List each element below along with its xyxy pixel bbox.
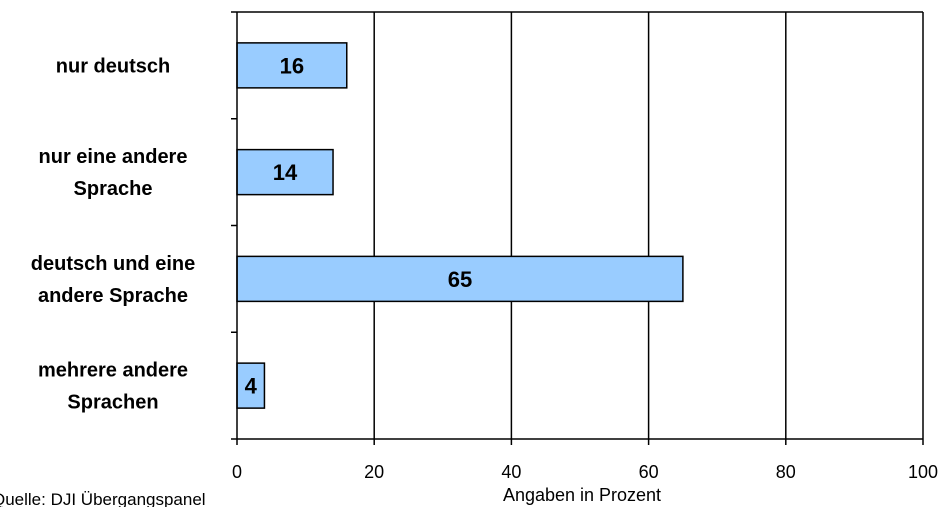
category-label-3: mehrere andere Sprachen bbox=[38, 360, 188, 414]
bars bbox=[236, 42, 684, 409]
grid-lines bbox=[237, 11, 924, 439]
category-label-line: deutsch und eine bbox=[31, 253, 195, 275]
category-label-line: Sprachen bbox=[67, 392, 158, 414]
bar-0 bbox=[236, 42, 348, 89]
bar-value-label-1: 14 bbox=[273, 160, 298, 185]
x-axis-title: Angaben in Prozent bbox=[503, 485, 661, 505]
category-label-line: nur eine andere bbox=[39, 146, 188, 168]
category-label-2: deutsch und eine andere Sprache bbox=[31, 253, 195, 307]
x-tick-label-0: 0 bbox=[232, 462, 242, 482]
category-label-line: mehrere andere bbox=[38, 360, 188, 382]
x-tick-label-100: 100 bbox=[908, 462, 938, 482]
category-label-1: nur eine andere Sprache bbox=[39, 146, 188, 200]
category-label-line: nur deutsch bbox=[56, 55, 170, 77]
x-tick-label-80: 80 bbox=[776, 462, 796, 482]
x-tick-label-20: 20 bbox=[364, 462, 384, 482]
bar-value-label-2: 65 bbox=[448, 267, 472, 292]
labels: 0 20 40 60 80 100 16 nur deutsch 14 nur eine ande… bbox=[31, 53, 938, 482]
x-tick-label-40: 40 bbox=[501, 462, 521, 482]
category-label-0: nur deutsch bbox=[56, 55, 170, 77]
category-label-line: andere Sprache bbox=[38, 285, 188, 307]
category-label-line: Sprache bbox=[74, 178, 153, 200]
source-note: Quelle: DJI Übergangspanel bbox=[0, 490, 206, 507]
bar-value-label-0: 16 bbox=[280, 53, 304, 78]
x-tick-label-60: 60 bbox=[639, 462, 659, 482]
bar-3 bbox=[236, 362, 266, 409]
bar-value-label-3: 4 bbox=[245, 374, 258, 399]
bar-2 bbox=[236, 255, 684, 303]
axes bbox=[231, 11, 924, 445]
